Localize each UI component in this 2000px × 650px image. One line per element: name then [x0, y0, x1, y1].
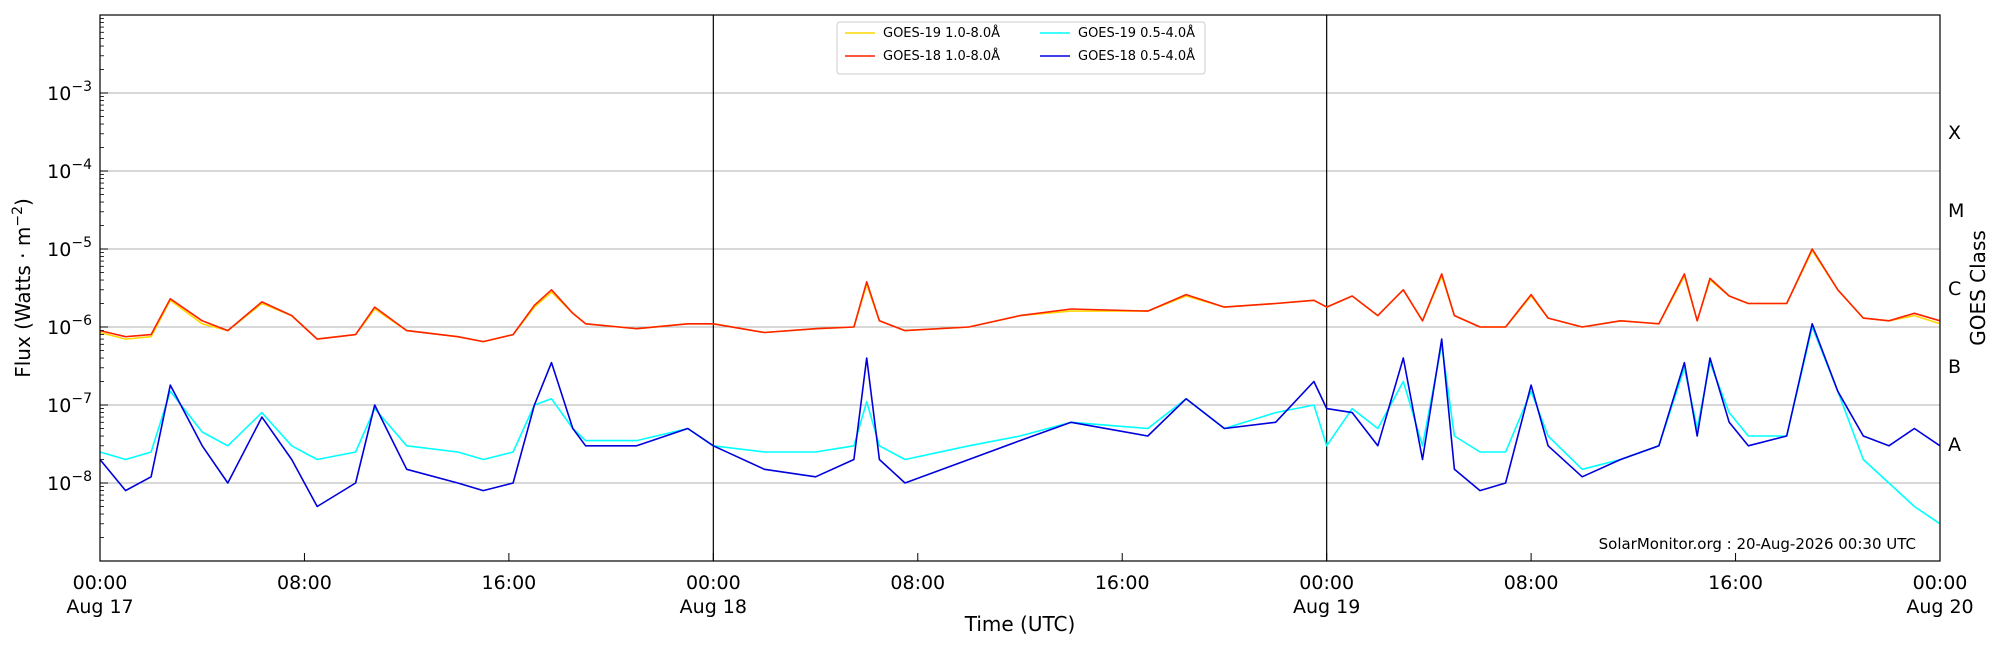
x-tick-label: 16:00	[482, 572, 537, 594]
goes-class-c: C	[1948, 278, 1961, 300]
y-tick-label: 10−5	[47, 235, 92, 261]
series-line-1	[99, 248, 1941, 343]
x-tick-label: 00:00	[1913, 572, 1968, 594]
legend-label-1: GOES-18 1.0-8.0Å	[883, 48, 1000, 64]
x-axis-title: Time (UTC)	[964, 612, 1076, 636]
legend-label-0: GOES-19 1.0-8.0Å	[883, 25, 1000, 41]
x-tick-label: 00:00	[1299, 572, 1354, 594]
goes-class-x: X	[1948, 122, 1961, 144]
x-tick-label: 00:00	[73, 572, 128, 594]
y-tick-label: 10−6	[47, 313, 92, 339]
goes-class-a: A	[1948, 434, 1961, 456]
goes-class-b: B	[1948, 356, 1961, 378]
x-tick-label: 16:00	[1095, 572, 1150, 594]
x-tick-label: 08:00	[890, 572, 945, 594]
goes-class-m: M	[1948, 200, 1964, 222]
y-tick-label: 10−4	[47, 157, 92, 183]
plot-frame	[99, 14, 1941, 562]
legend-label-2: GOES-19 0.5-4.0Å	[1078, 25, 1195, 41]
series-line-3	[99, 322, 1941, 508]
credit-text: SolarMonitor.org : 20-Aug-2026 00:30 UTC	[1599, 535, 1916, 553]
goes-class-labels: A B C M X	[1948, 122, 1964, 456]
x-tick-label: 16:00	[1708, 572, 1763, 594]
y-tick-label: 10−7	[47, 391, 92, 417]
x-tick-label: 08:00	[1504, 572, 1559, 594]
x-tick-date-label: Aug 20	[1906, 596, 1973, 618]
x-tick-date-label: Aug 18	[680, 596, 747, 618]
y-tick-label: 10−3	[47, 79, 92, 105]
legend: GOES-19 1.0-8.0Å GOES-18 1.0-8.0Å GOES-19 …	[836, 21, 1206, 75]
x-tick-date-label: Aug 19	[1293, 596, 1360, 618]
day-boundary-lines	[712, 15, 1328, 561]
legend-box	[836, 21, 1206, 75]
horizontal-gridlines	[100, 92, 1940, 484]
x-tick-label: 08:00	[277, 572, 332, 594]
y-axis-title: Flux (Watts · m−2)	[10, 198, 35, 378]
goes-class-axis-title: GOES Class	[1966, 230, 1990, 346]
legend-label-3: GOES-18 0.5-4.0Å	[1078, 48, 1195, 64]
x-tick-label: 00:00	[686, 572, 741, 594]
data-series-group	[99, 248, 1941, 525]
x-tick-date-label: Aug 17	[66, 596, 133, 618]
y-tick-label: 10−8	[47, 469, 92, 495]
y-axis-ticks: 10−8 10−7 10−6 10−5 10−4 10−3	[47, 18, 108, 538]
